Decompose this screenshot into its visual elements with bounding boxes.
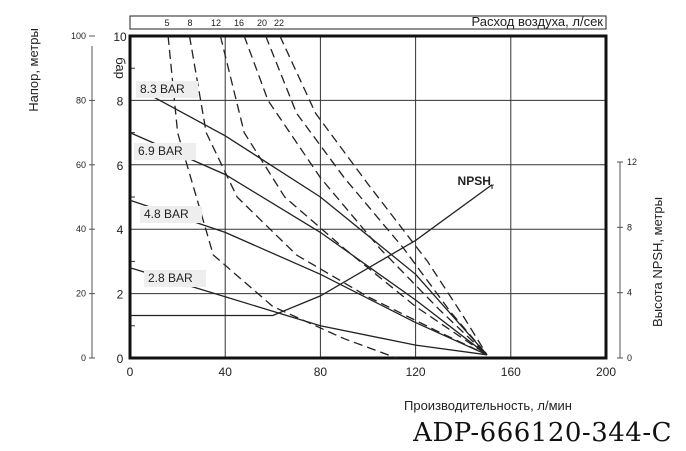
series-label-text: 6.9 BAR xyxy=(138,144,183,158)
y-meter-tick-label: 0 xyxy=(81,353,86,363)
y-bar-tick-label: 8 xyxy=(117,94,124,108)
y-bar-tick-label: 4 xyxy=(117,223,124,237)
npsh-curve xyxy=(130,184,493,317)
y-axis-bar-ticks: 0 2 4 6 8 10 xyxy=(113,30,127,366)
air-tick-label: 20 xyxy=(257,18,267,28)
air-tick-label: 8 xyxy=(187,18,192,28)
air-curve-5 xyxy=(167,35,397,359)
y-npsh-tick-label: 8 xyxy=(627,222,632,232)
pressure-curve xyxy=(129,267,488,356)
series-label-bg xyxy=(136,81,198,98)
air-curve-8 xyxy=(188,35,488,356)
x-axis-ticks: 0 40 80 120 160 200 xyxy=(127,365,617,379)
x-tick-label: 80 xyxy=(314,365,328,379)
air-axis-box xyxy=(129,15,607,30)
series-label-bg xyxy=(140,206,202,223)
y-bar-tick-label: 2 xyxy=(117,288,124,302)
air-tick-label: 12 xyxy=(211,18,221,28)
x-tick-label: 200 xyxy=(596,365,616,379)
pressure-curve xyxy=(129,132,488,356)
grid xyxy=(129,35,607,359)
document-code: ADP-666120-344-C xyxy=(413,418,672,448)
y-meter-tick-label: 80 xyxy=(76,95,86,105)
y-npsh-tick-label: 4 xyxy=(627,288,632,298)
y-npsh-tick-label: 12 xyxy=(627,157,637,167)
air-curve-16 xyxy=(243,35,488,356)
series-label-text: 8.3 BAR xyxy=(140,82,185,96)
series-labels: 8.3 BAR 6.9 BAR 4.8 BAR 2.8 BAR xyxy=(134,81,206,287)
npsh-label: NPSHr xyxy=(458,174,494,191)
y-meter-tick-label: 20 xyxy=(76,289,86,299)
pressure-curve xyxy=(141,90,488,356)
y-meter-tick-label: 60 xyxy=(76,160,86,170)
air-tick-label: 16 xyxy=(234,18,244,28)
plot-frame xyxy=(128,34,608,360)
air-axis-label: Расход воздуха, л/сек xyxy=(472,14,604,29)
x-tick-label: 40 xyxy=(219,365,233,379)
series-label-bg xyxy=(144,270,206,287)
y-axis-bar-title: бар xyxy=(113,57,128,79)
y-bar-tick-label: 10 xyxy=(113,30,127,44)
x-tick-label: 160 xyxy=(501,365,521,379)
air-consumption-curves xyxy=(167,35,488,359)
x-tick-label: 120 xyxy=(406,365,426,379)
npsh-curve-line xyxy=(130,184,493,317)
x-tick-label: 0 xyxy=(127,365,134,379)
y-axis-meters-title: Напор, метры xyxy=(26,28,41,112)
air-curve-22 xyxy=(279,35,488,356)
series-label-text: 4.8 BAR xyxy=(144,207,189,221)
x-axis-title: Производительность, л/мин xyxy=(404,398,572,413)
y-meter-tick-label: 40 xyxy=(76,224,86,234)
air-curve-12 xyxy=(219,35,488,356)
y-meter-tick-label: 100 xyxy=(71,31,86,41)
air-tick-label: 22 xyxy=(274,18,284,28)
air-axis-ticks: 5 8 12 16 20 22 xyxy=(164,18,284,28)
air-tick-label: 5 xyxy=(164,18,169,28)
series-label-bg xyxy=(134,143,196,160)
y-axis-meter-ticks: 0 20 40 60 80 100 xyxy=(71,31,95,363)
y-bar-tick-label: 6 xyxy=(117,159,124,173)
y-npsh-tick-label: 0 xyxy=(627,353,632,363)
y-axis-npsh-title: Высота NPSH, метры xyxy=(650,197,665,327)
y-bar-tick-label: 0 xyxy=(117,352,124,366)
series-label-text: 2.8 BAR xyxy=(148,271,193,285)
y-axis-npsh-ticks: 0 4 8 12 xyxy=(617,157,637,363)
